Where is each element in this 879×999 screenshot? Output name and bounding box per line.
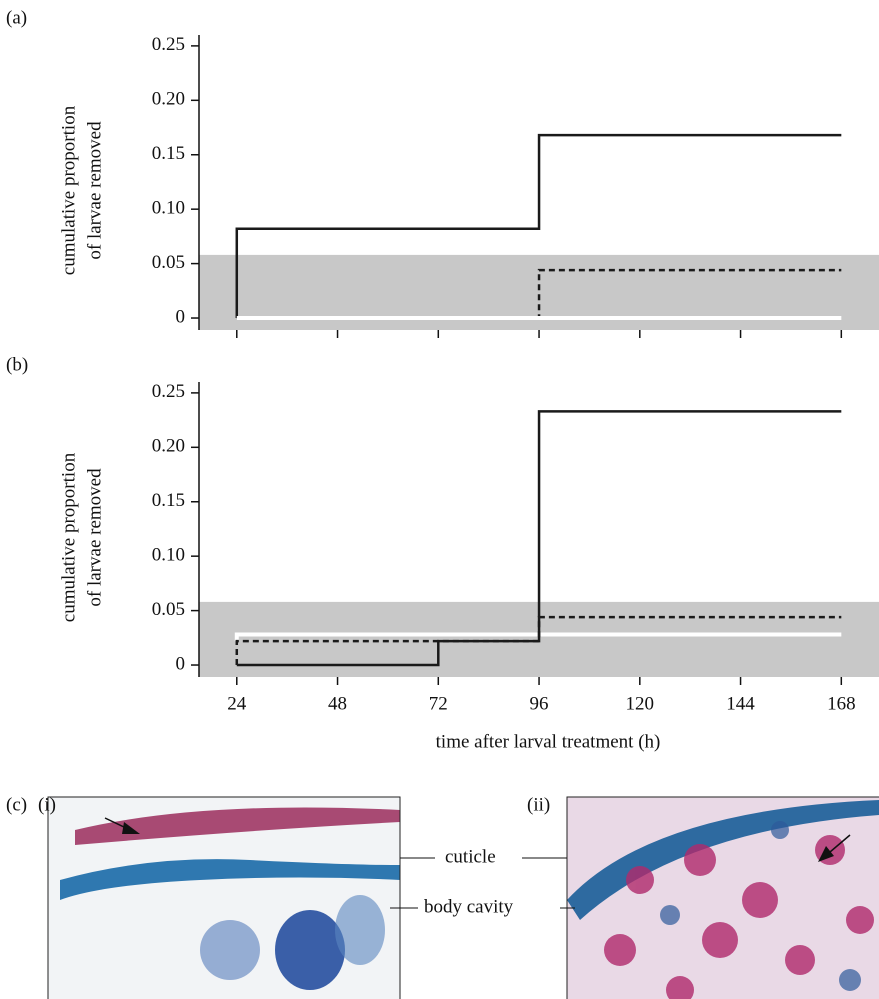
- y-tick-label: 0: [176, 653, 186, 674]
- y-axis-label: of larvae removed: [84, 121, 105, 260]
- y-tick-label: 0.10: [152, 545, 185, 566]
- panel-label: (a): [6, 7, 27, 28]
- annotation: cuticle: [445, 846, 496, 867]
- step-line: [236, 410, 842, 667]
- micrograph-i: [48, 797, 400, 999]
- step-line: [235, 133, 842, 319]
- panel-label: (b): [6, 354, 28, 375]
- y-tick-label: 0.05: [152, 252, 185, 273]
- panel-label: (i): [38, 794, 56, 815]
- y-tick-label: 0.20: [152, 436, 185, 457]
- y-axis-label: cumulative proportion: [58, 452, 79, 622]
- x-tick-label: 72: [429, 693, 448, 714]
- step-line: [235, 615, 842, 666]
- x-tick-label: 48: [328, 693, 347, 714]
- y-tick-label: 0.25: [152, 381, 185, 402]
- x-tick-label: 120: [626, 693, 655, 714]
- x-tick-label: 168: [827, 693, 856, 714]
- y-tick-label: 0.15: [152, 490, 185, 511]
- panel-label: (ii): [527, 794, 550, 815]
- x-tick-label: 96: [530, 693, 549, 714]
- annotation: body cavity: [424, 896, 514, 917]
- frame: [566, 796, 879, 999]
- y-tick-label: 0.05: [152, 599, 185, 620]
- y-axis-label: of larvae removed: [84, 468, 105, 607]
- y-tick-label: 0.20: [152, 89, 185, 110]
- x-tick-label: 24: [227, 693, 247, 714]
- x-axis-label: time after larval treatment (h): [436, 731, 661, 752]
- frame: [47, 796, 401, 999]
- step-line: [234, 632, 842, 642]
- y-tick-label: 0.10: [152, 198, 185, 219]
- x-tick-label: 144: [726, 693, 755, 714]
- panel-label: (c): [6, 794, 27, 815]
- y-axis-label: cumulative proportion: [58, 105, 79, 275]
- y-tick-label: 0.15: [152, 143, 185, 164]
- y-tick-label: 0: [176, 306, 186, 327]
- y-tick-label: 0.25: [152, 34, 185, 55]
- micrograph-ii: [567, 797, 879, 999]
